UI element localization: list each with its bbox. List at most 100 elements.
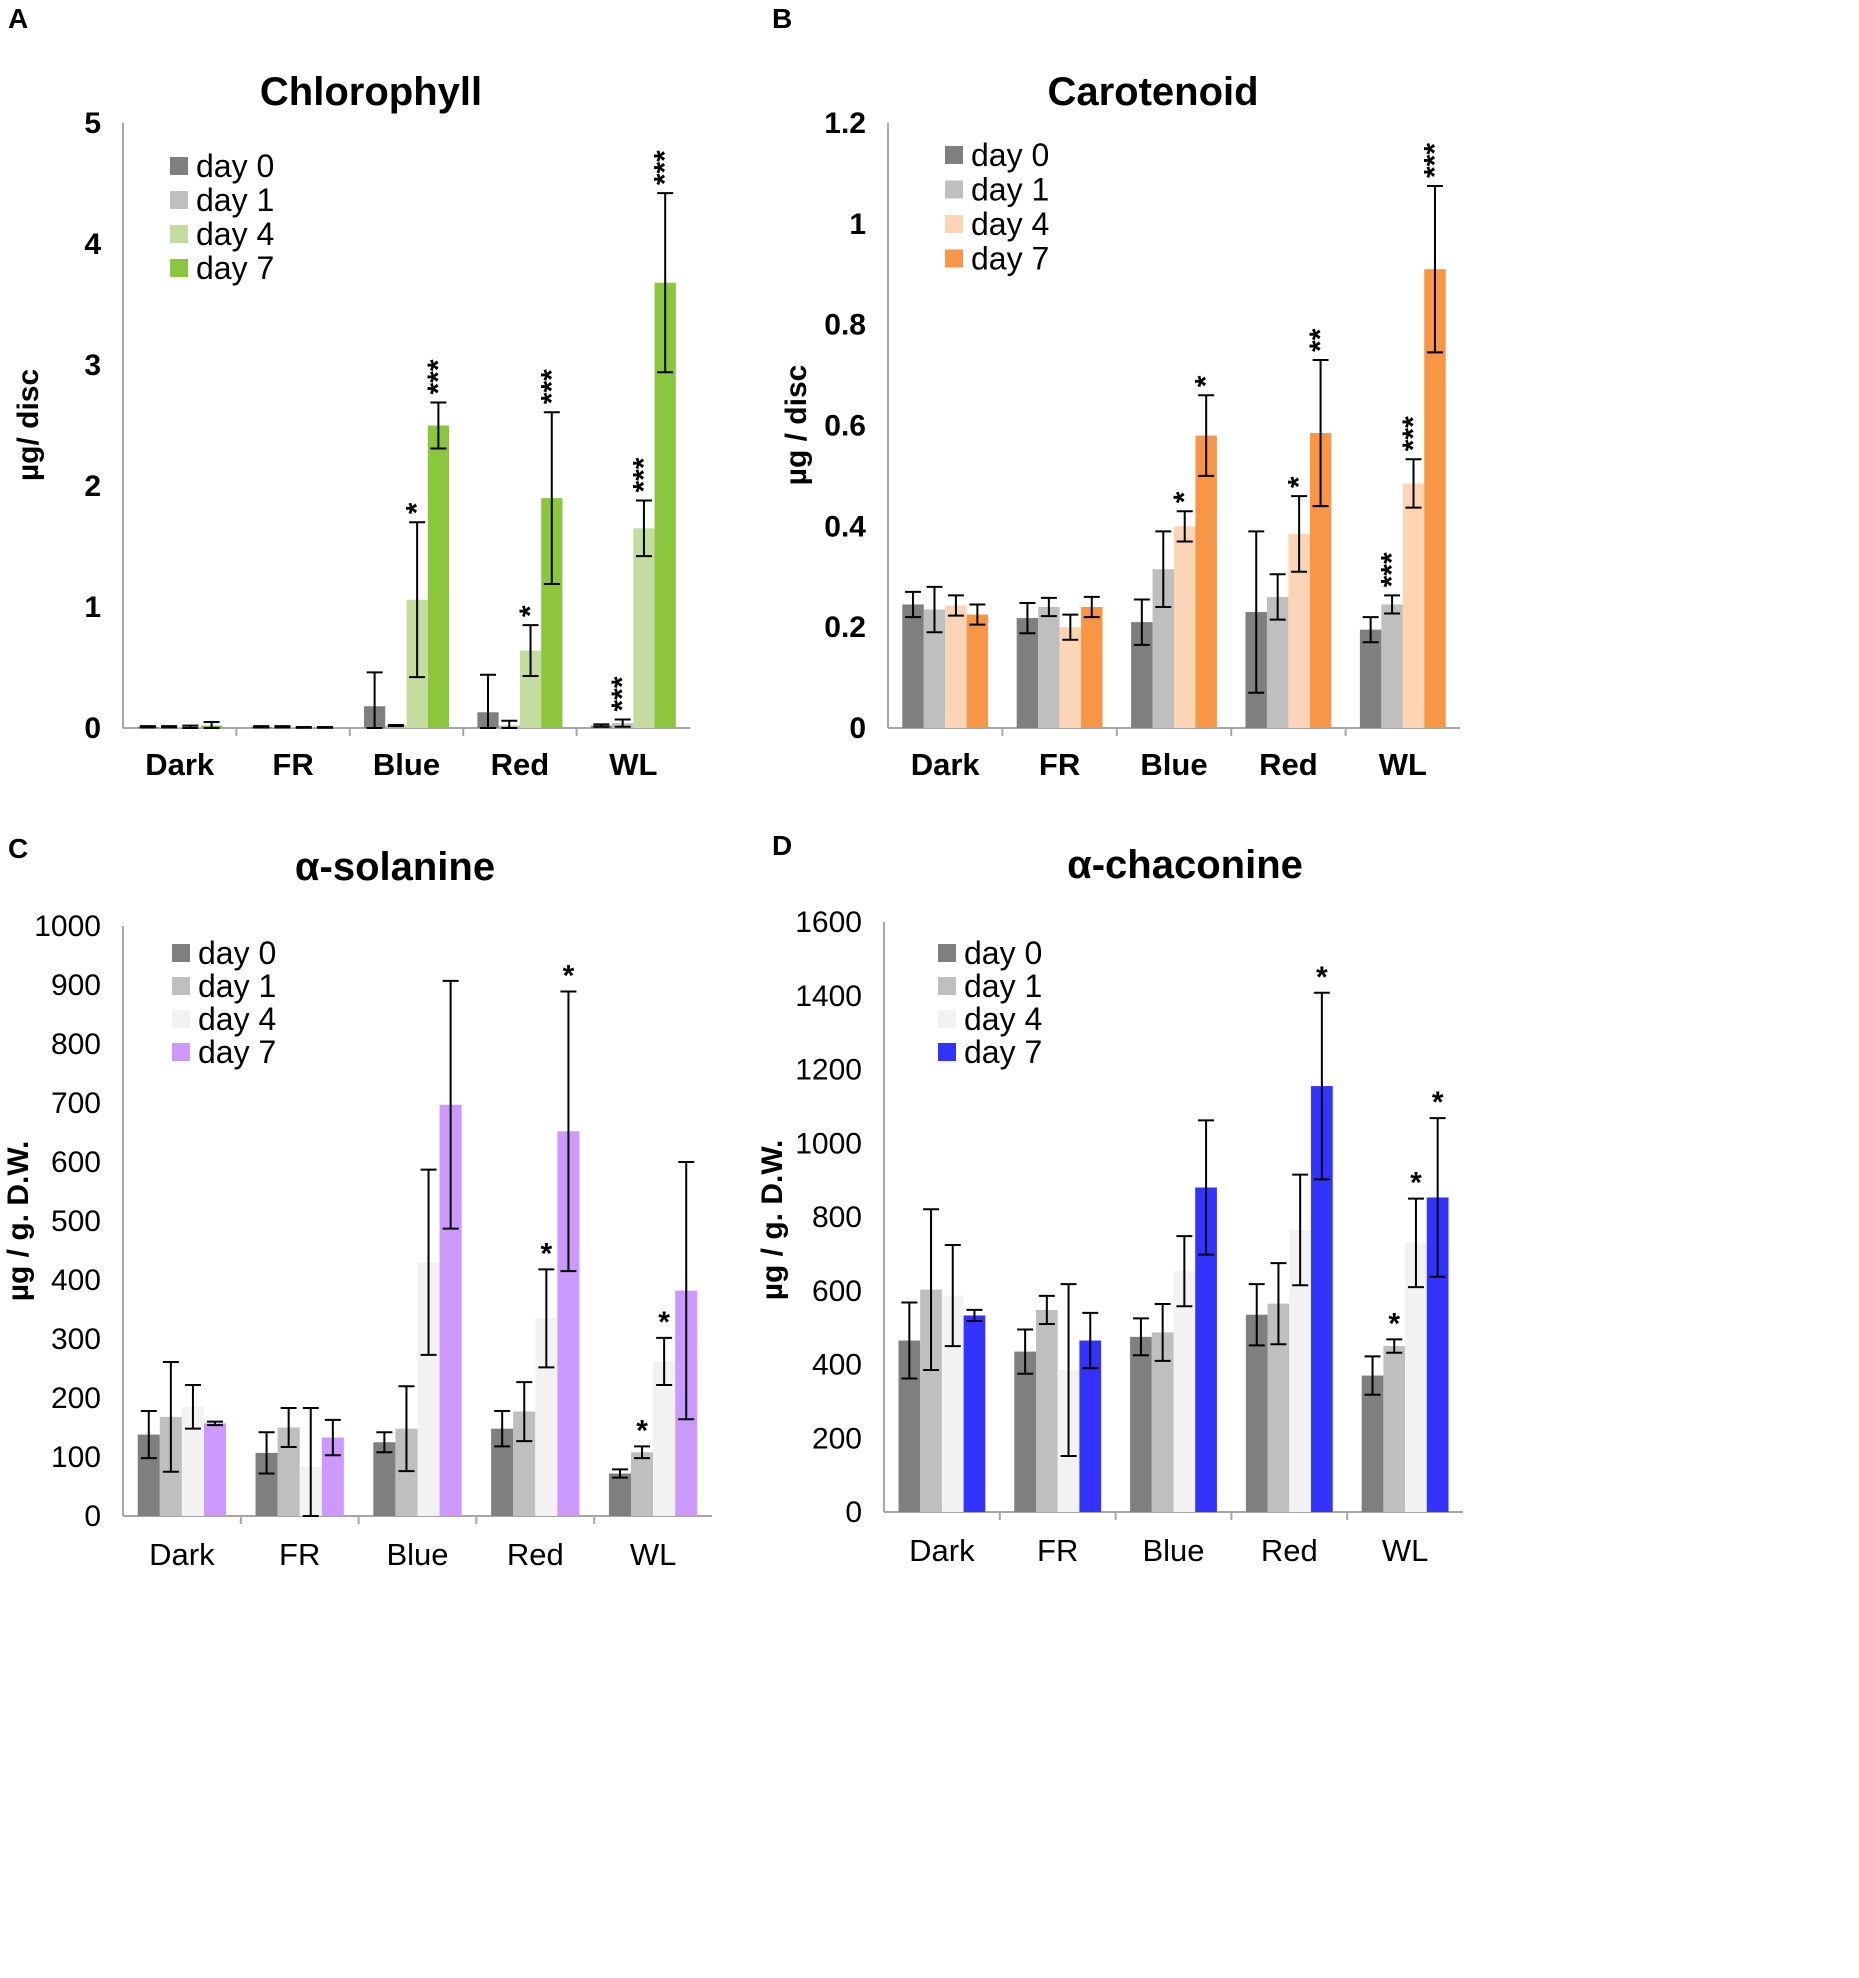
- bar: [1381, 604, 1403, 728]
- x-tick-label: WL: [630, 1537, 677, 1572]
- legend-label: day 0: [964, 935, 1042, 971]
- significance-marker: ***: [649, 150, 682, 185]
- x-tick-label: Blue: [373, 747, 440, 782]
- bar: [1059, 627, 1082, 728]
- significance-marker: *: [1283, 476, 1316, 488]
- legend-label: day 7: [198, 1034, 276, 1070]
- legend-swatch: [938, 1043, 956, 1061]
- y-tick-label: 1000: [34, 910, 101, 943]
- y-tick-label: 1: [849, 208, 866, 241]
- legend-swatch: [945, 249, 963, 268]
- significance-marker: *: [658, 1306, 670, 1339]
- significance-marker: *: [541, 1237, 553, 1270]
- legend-label: day 0: [971, 137, 1049, 173]
- bar: [1131, 622, 1153, 728]
- y-tick-label: 500: [51, 1205, 101, 1238]
- legend-label: day 4: [196, 216, 274, 252]
- y-tick-label: 3: [84, 349, 101, 382]
- chart-title: α-chaconine: [1067, 843, 1303, 887]
- y-tick-label: 600: [51, 1146, 101, 1179]
- bar: [1383, 1346, 1406, 1512]
- y-tick-label: 400: [812, 1349, 862, 1382]
- x-tick-label: Red: [1259, 747, 1318, 782]
- bar: [321, 1437, 344, 1516]
- x-tick-label: FR: [279, 1537, 320, 1572]
- y-tick-label: 300: [51, 1323, 101, 1356]
- chart-title: Chlorophyll: [260, 70, 482, 114]
- bar: [1173, 1271, 1196, 1512]
- bar: [941, 1295, 964, 1512]
- bar: [963, 1315, 986, 1512]
- bar: [1079, 1340, 1102, 1512]
- y-tick-label: 1.2: [824, 107, 866, 140]
- bar: [181, 1406, 204, 1516]
- bar: [373, 1442, 396, 1516]
- y-tick-label: 100: [51, 1441, 101, 1474]
- chart-title: Carotenoid: [1047, 70, 1258, 114]
- bar: [920, 1289, 942, 1512]
- bar: [1361, 1375, 1384, 1512]
- bar: [1152, 569, 1174, 728]
- x-tick-label: Dark: [911, 747, 981, 782]
- x-tick-label: Red: [507, 1537, 564, 1572]
- y-tick-label: 200: [812, 1422, 862, 1455]
- bar: [1035, 1309, 1058, 1512]
- legend-swatch: [172, 944, 190, 962]
- significance-marker: *: [1168, 491, 1201, 503]
- y-tick-label: 0.2: [824, 611, 866, 644]
- x-tick-label: Dark: [149, 1537, 215, 1572]
- bar: [277, 1427, 300, 1516]
- bar: [1195, 1187, 1217, 1512]
- significance-marker: *: [1190, 375, 1223, 387]
- panel-a-chlorophyll: A Chlorophyll µg/ disc 0 1 2 3 4 5 Dark FR Blue Red W…: [8, 3, 690, 782]
- legend-label: day 4: [964, 1001, 1042, 1037]
- y-tick-label: 400: [51, 1264, 101, 1297]
- significance-marker: ***: [422, 359, 455, 394]
- y-tick-label: 1000: [795, 1127, 862, 1160]
- significance-marker: *: [1388, 1307, 1400, 1340]
- bar: [1151, 1332, 1174, 1512]
- bar: [923, 609, 946, 728]
- bar: [1359, 629, 1382, 728]
- y-tick-label: 700: [51, 1087, 101, 1120]
- panel-b-carotenoid: B Carotenoid µg / disc 0 0.2 0.4 0.6 0.8 1 1.2 Dar…: [772, 3, 1460, 782]
- bar: [1245, 1314, 1268, 1512]
- x-tick-label: Blue: [1142, 1533, 1204, 1568]
- x-tick-label: WL: [609, 747, 657, 782]
- bar: [1014, 1351, 1036, 1512]
- significance-marker: *: [563, 959, 575, 992]
- legend-label: day 7: [964, 1034, 1042, 1070]
- bar: [255, 1452, 278, 1516]
- y-tick-label: 1600: [795, 906, 862, 939]
- y-tick-label: 4: [84, 228, 101, 261]
- legend-label: day 1: [971, 172, 1049, 208]
- bar: [654, 282, 676, 728]
- legend-swatch: [170, 191, 188, 209]
- legend-label: day 7: [196, 250, 274, 286]
- bar: [203, 1423, 227, 1516]
- bar: [395, 1428, 418, 1516]
- bar: [902, 604, 924, 728]
- legend-swatch: [170, 225, 188, 243]
- legend-label: day 1: [198, 968, 276, 1004]
- bar: [1289, 1229, 1312, 1512]
- legend-swatch: [172, 1043, 190, 1061]
- significance-marker: *: [636, 1414, 648, 1447]
- legend-swatch: [170, 259, 188, 277]
- legend-label: day 1: [964, 968, 1042, 1004]
- y-tick-label: 800: [51, 1028, 101, 1061]
- legend-label: day 0: [198, 935, 276, 971]
- bar: [1266, 596, 1289, 728]
- bar: [898, 1340, 921, 1512]
- x-tick-label: FR: [1039, 747, 1080, 782]
- y-tick-label: 200: [51, 1382, 101, 1415]
- y-tick-label: 0: [845, 1496, 862, 1529]
- x-tick-label: Blue: [1140, 747, 1207, 782]
- y-tick-label: 0: [84, 1500, 101, 1533]
- bar: [513, 1411, 536, 1516]
- panel-letter: B: [772, 3, 792, 34]
- bar: [1311, 1086, 1333, 1512]
- x-tick-label: FR: [272, 747, 313, 782]
